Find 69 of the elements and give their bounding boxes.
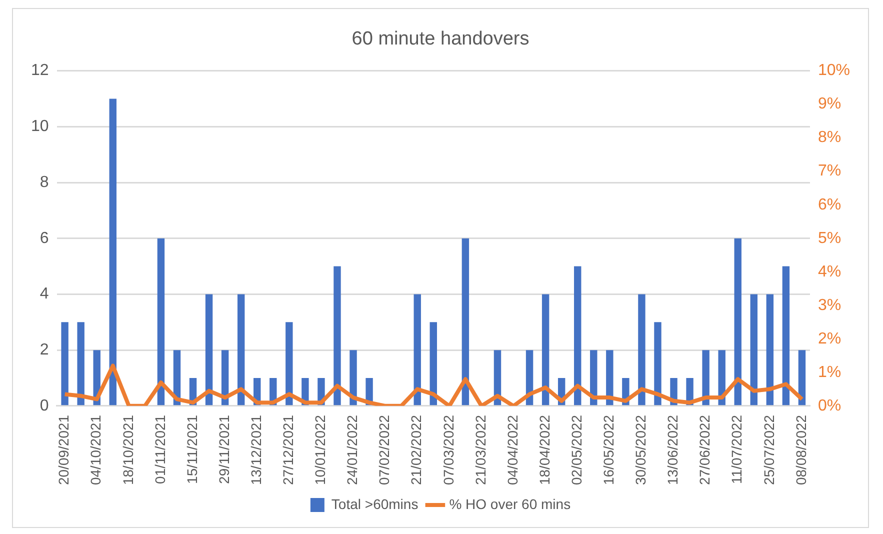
x-tick-label: 04/04/2022 xyxy=(504,414,520,486)
x-tick-label: 29/11/2021 xyxy=(216,414,232,484)
y2-tick-label: 3% xyxy=(818,296,842,314)
bar xyxy=(606,350,614,406)
bar xyxy=(414,294,421,406)
y-tick-label: 8 xyxy=(40,174,49,191)
bar xyxy=(286,322,293,406)
bar xyxy=(638,294,646,406)
bar xyxy=(77,322,84,406)
x-tick-label: 20/09/2021 xyxy=(56,414,72,486)
y2-tick-label: 6% xyxy=(818,196,842,214)
x-tick-label: 11/07/2022 xyxy=(728,414,745,484)
x-tick-label: 08/08/2022 xyxy=(792,414,809,486)
bar xyxy=(574,266,582,406)
bar xyxy=(109,98,116,406)
x-tick-label: 18/04/2022 xyxy=(536,414,552,486)
x-tick-label: 10/01/2022 xyxy=(312,414,328,486)
x-tick-label: 02/05/2022 xyxy=(568,414,584,486)
chart-title: 60 minute handovers xyxy=(352,28,530,50)
bar xyxy=(237,294,245,406)
bar xyxy=(61,322,68,406)
y2-tick-label: 0% xyxy=(818,397,842,414)
y-tick-label: 12 xyxy=(31,62,49,80)
bar xyxy=(750,294,758,406)
bar xyxy=(718,350,726,406)
x-tick-label: 13/12/2021 xyxy=(248,414,264,486)
bar xyxy=(205,294,213,406)
x-tick-label: 27/12/2021 xyxy=(280,414,296,486)
bar xyxy=(766,294,774,406)
x-tick-label: 21/02/2022 xyxy=(408,414,424,486)
x-tick-label: 13/06/2022 xyxy=(664,414,681,486)
x-tick-label: 27/06/2022 xyxy=(696,414,713,486)
y2-tick-label: 1% xyxy=(818,364,842,381)
x-tick-label: 24/01/2022 xyxy=(344,414,360,486)
y2-tick-label: 10% xyxy=(818,62,850,80)
bar xyxy=(334,266,341,406)
y2-tick-label: 4% xyxy=(818,263,842,280)
bar xyxy=(798,350,806,406)
bar xyxy=(782,266,790,406)
bar xyxy=(654,322,662,406)
x-tick-label: 30/05/2022 xyxy=(632,414,649,486)
bar xyxy=(462,238,470,406)
x-tick-label: 07/03/2022 xyxy=(440,414,456,486)
legend-label: % HO over 60 mins xyxy=(449,496,571,512)
y2-tick-label: 2% xyxy=(818,330,842,348)
y2-tick-label: 5% xyxy=(818,230,842,247)
y-tick-label: 6 xyxy=(40,230,49,247)
x-tick-label: 16/05/2022 xyxy=(600,414,617,486)
y2-tick-label: 7% xyxy=(818,162,842,180)
y-tick-label: 4 xyxy=(40,286,49,303)
bar xyxy=(430,322,437,406)
x-tick-label: 01/11/2021 xyxy=(152,414,168,484)
y2-tick-label: 8% xyxy=(818,129,842,146)
y2-tick-label: 9% xyxy=(818,96,842,113)
y-tick-label: 10 xyxy=(31,118,49,136)
y-tick-label: 2 xyxy=(40,341,49,358)
bar xyxy=(542,294,550,406)
x-tick-label: 04/10/2021 xyxy=(88,414,104,486)
bar xyxy=(734,238,742,406)
legend-label: Total >60mins xyxy=(331,496,418,512)
x-tick-label: 25/07/2022 xyxy=(760,414,777,486)
x-tick-label: 18/10/2021 xyxy=(120,414,136,486)
y-tick-label: 0 xyxy=(40,397,49,414)
bar xyxy=(702,350,710,406)
x-tick-label: 07/02/2022 xyxy=(376,414,392,486)
x-tick-label: 21/03/2022 xyxy=(472,414,488,486)
x-tick-label: 15/11/2021 xyxy=(184,414,200,484)
bar xyxy=(350,350,357,406)
bar xyxy=(157,238,165,406)
